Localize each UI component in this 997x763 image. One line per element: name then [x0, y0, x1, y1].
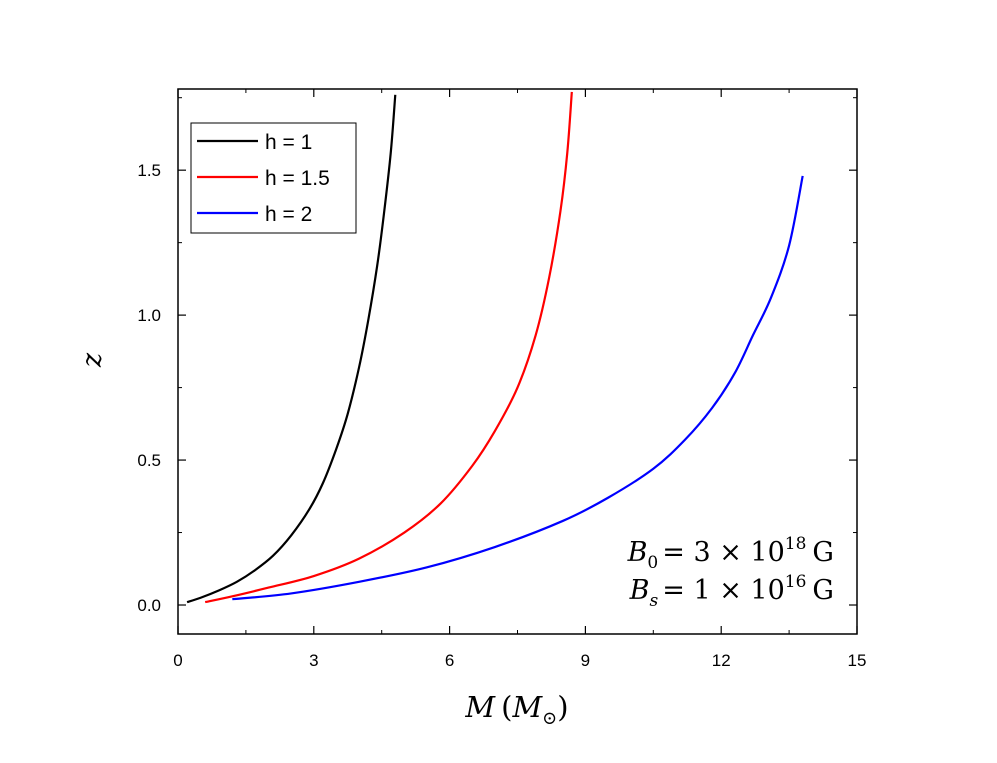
series-line-1 [186, 94, 397, 604]
legend: h = 1 h = 1.5 h = 2 [190, 122, 357, 234]
annotation-bs-exp: 16 [785, 572, 807, 592]
legend-label-3: h = 2 [265, 203, 312, 226]
annotation-bs-symbol: B [629, 575, 650, 606]
annotation-bs-eq: = 1 × 10 [662, 575, 785, 606]
legend-label-1: h = 1 [265, 131, 312, 154]
x-tick-label: 9 [581, 651, 590, 670]
x-axis-label: M (M⊙) [464, 690, 568, 729]
ticks-layer [177, 89, 858, 634]
annotation-b0-eq: = 3 × 10 [662, 537, 785, 568]
tick-labels-layer: 0 3 6 9 12 15 0.0 0.5 1.0 1.5 [137, 161, 866, 670]
x-tick-label: 0 [173, 651, 182, 670]
x-axis-label-close: ) [557, 690, 568, 724]
y-tick-label: 1.0 [137, 306, 161, 325]
x-axis-label-open: ( [501, 690, 512, 724]
annotation-bs-sub: s [650, 591, 659, 611]
x-axis-label-var: M [464, 690, 496, 724]
annotation-bs: Bs = 1 × 1016 G [629, 572, 834, 611]
field-annotation: B0 = 3 × 1018 G Bs = 1 × 1016 G [627, 534, 834, 611]
annotation-b0-exp: 18 [785, 534, 807, 554]
x-tick-label: 12 [712, 651, 731, 670]
annotation-b0-unit: G [812, 537, 834, 568]
series-line-2 [204, 91, 573, 604]
annotation-b0: B0 = 3 × 1018 G [627, 534, 834, 573]
legend-label-2: h = 1.5 [265, 167, 330, 190]
y-axis-label: z [77, 352, 108, 368]
x-tick-label: 6 [445, 651, 454, 670]
series-line-3 [232, 175, 804, 601]
annotation-bs-unit: G [812, 575, 834, 606]
annotation-b0-sub: 0 [647, 553, 658, 573]
x-axis-label-sym: M [511, 690, 543, 724]
y-tick-label: 0.5 [137, 451, 161, 470]
y-tick-label: 0.0 [137, 596, 161, 615]
x-tick-label: 3 [309, 651, 318, 670]
y-tick-label: 1.5 [137, 161, 161, 180]
annotation-b0-symbol: B [627, 537, 648, 568]
series-layer [186, 91, 804, 604]
legend-items: h = 1 h = 1.5 h = 2 [197, 131, 330, 226]
x-axis-label-sub: ⊙ [542, 708, 557, 729]
x-tick-label: 15 [848, 651, 867, 670]
